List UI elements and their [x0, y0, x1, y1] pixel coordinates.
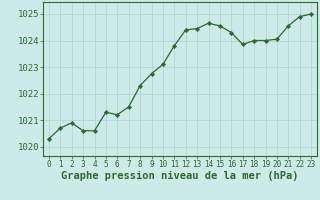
- X-axis label: Graphe pression niveau de la mer (hPa): Graphe pression niveau de la mer (hPa): [61, 171, 299, 181]
